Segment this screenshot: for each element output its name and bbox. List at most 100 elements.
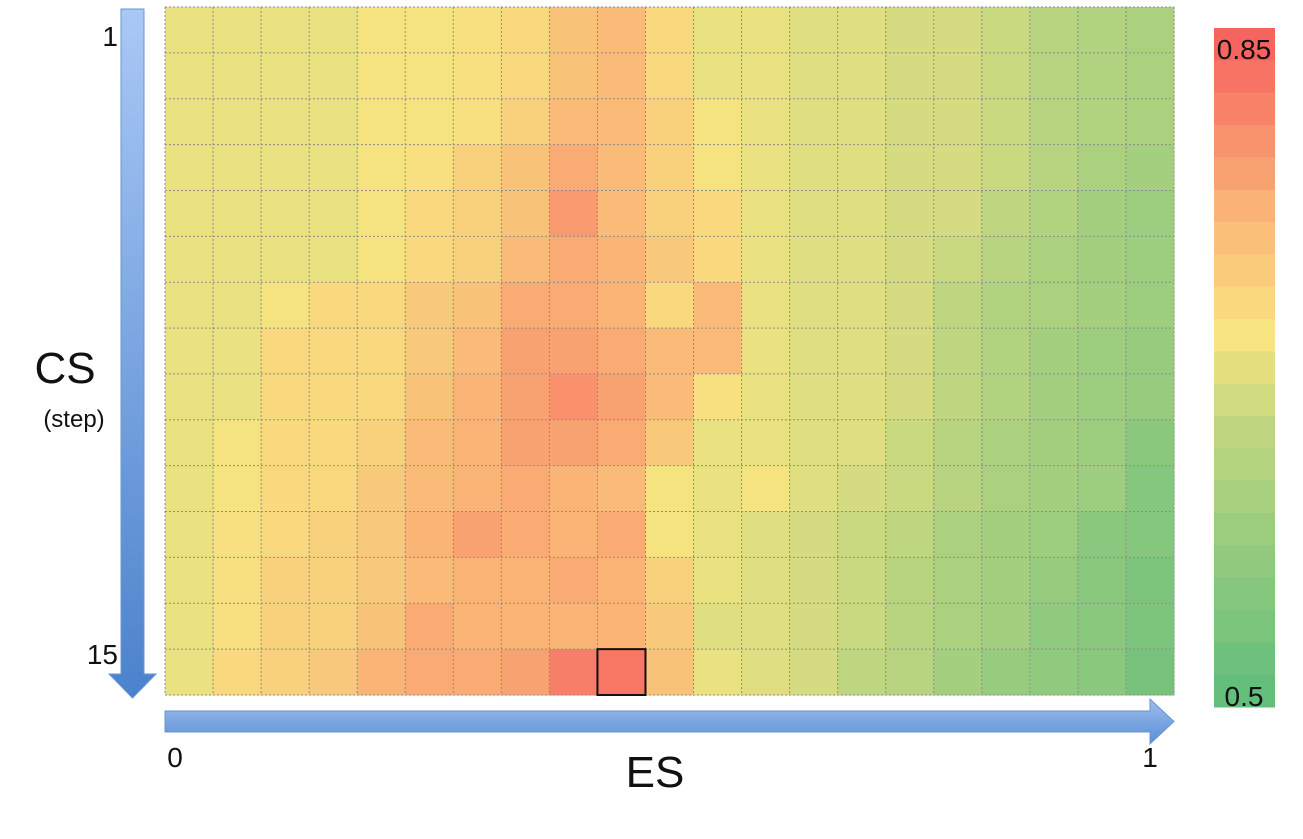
heatmap-cell: [357, 557, 406, 604]
heatmap-cell: [981, 144, 1031, 191]
heatmap-cell: [741, 649, 791, 696]
heatmap-cell: [1029, 603, 1079, 650]
heatmap-cell: [261, 511, 310, 558]
colorbar-step: [1214, 610, 1275, 643]
heatmap-cell: [1125, 7, 1175, 54]
heatmap-cell: [741, 236, 791, 283]
heatmap-cell: [885, 649, 935, 696]
heatmap-cell: [1125, 328, 1175, 375]
y-axis-label: CS: [34, 344, 95, 393]
heatmap-cell: [1077, 328, 1127, 375]
heatmap-cell: [453, 465, 502, 513]
heatmap-cell: [549, 52, 598, 100]
heatmap-cell: [645, 511, 695, 558]
heatmap-cell: [501, 282, 550, 329]
heatmap-cell: [453, 419, 502, 467]
heatmap-cell: [693, 144, 743, 191]
heatmap-cell: [405, 328, 454, 375]
colorbar-step: [1214, 480, 1275, 514]
heatmap-cell: [309, 190, 358, 237]
heatmap-cell: [501, 98, 550, 146]
heatmap-cell: [501, 328, 550, 375]
heatmap-cell: [357, 52, 406, 100]
heatmap-cell: [837, 52, 887, 100]
heatmap-cell: [405, 373, 454, 421]
heatmap-cell: [549, 328, 598, 375]
heatmap-cell: [885, 52, 935, 100]
colorbar-step: [1214, 157, 1275, 191]
heatmap-cell: [1029, 52, 1079, 100]
heatmap-cell: [309, 98, 358, 146]
heatmap-cell: [837, 557, 887, 604]
heatmap-cell: [1029, 282, 1079, 329]
heatmap-cell: [405, 52, 454, 100]
heatmap-cell: [309, 649, 358, 696]
heatmap-cell: [165, 328, 214, 375]
colorbar-step: [1214, 351, 1275, 385]
heatmap-cell: [933, 649, 983, 696]
heatmap-cell: [1077, 52, 1127, 100]
heatmap-cell: [741, 328, 791, 375]
heatmap-cell: [501, 511, 550, 558]
heatmap-cell: [405, 511, 454, 558]
heatmap-cell: [933, 236, 983, 283]
heatmap-cell: [357, 328, 406, 375]
heatmap-cell: [405, 465, 454, 513]
heatmap-cell: [597, 236, 646, 283]
heatmap-cell: [933, 190, 983, 237]
heatmap-cell: [453, 190, 502, 237]
heatmap-cell: [837, 465, 887, 513]
heatmap-cell: [165, 7, 214, 54]
heatmap-cell: [453, 144, 502, 191]
heatmap-cell: [885, 465, 935, 513]
heatmap-cell: [261, 419, 310, 467]
heatmap-cell: [981, 98, 1031, 146]
heatmap-cell: [453, 282, 502, 329]
heatmap-cell: [933, 419, 983, 467]
heatmap-cell: [357, 465, 406, 513]
heatmap-cell: [789, 603, 839, 650]
heatmap-cell: [501, 7, 550, 54]
heatmap-cell: [309, 511, 358, 558]
colorbar-step: [1214, 383, 1275, 417]
heatmap-cell: [1077, 511, 1127, 558]
heatmap-cell: [741, 98, 791, 146]
heatmap-cell: [837, 511, 887, 558]
heatmap-cell: [1029, 649, 1079, 696]
heatmap-cell: [693, 465, 743, 513]
heatmap-cell: [213, 144, 262, 191]
heatmap-cell: [597, 328, 646, 375]
heatmap-cell: [213, 328, 262, 375]
heatmap-cell: [981, 373, 1031, 421]
heatmap-cell: [357, 7, 406, 54]
heatmap-cell: [309, 236, 358, 283]
heatmap-cell: [741, 603, 791, 650]
heatmap-cell: [501, 557, 550, 604]
heatmap-cell: [261, 465, 310, 513]
heatmap-cell: [837, 373, 887, 421]
heatmap-cell: [501, 465, 550, 513]
heatmap-cell: [741, 52, 791, 100]
heatmap-cell: [549, 419, 598, 467]
heatmap-cell: [261, 98, 310, 146]
heatmap-cell: [549, 557, 598, 604]
heatmap-cell: [501, 144, 550, 191]
heatmap-cell: [213, 465, 262, 513]
heatmap-cell: [837, 236, 887, 283]
heatmap-cell: [981, 557, 1031, 604]
colorbar-step: [1214, 642, 1275, 676]
y-tick-end: 15: [87, 639, 118, 670]
heatmap-cell: [357, 511, 406, 558]
heatmap-cell: [837, 328, 887, 375]
heatmap-cell: [1077, 190, 1127, 237]
heatmap-cell: [597, 557, 646, 604]
heatmap-cell: [693, 282, 743, 329]
heatmap-cell: [1125, 557, 1175, 604]
heatmap-cell: [549, 649, 598, 696]
heatmap-cell: [453, 557, 502, 604]
heatmap-cells: [165, 7, 1175, 696]
heatmap-cell: [501, 603, 550, 650]
heatmap-cell: [837, 190, 887, 237]
heatmap-cell: [1077, 144, 1127, 191]
